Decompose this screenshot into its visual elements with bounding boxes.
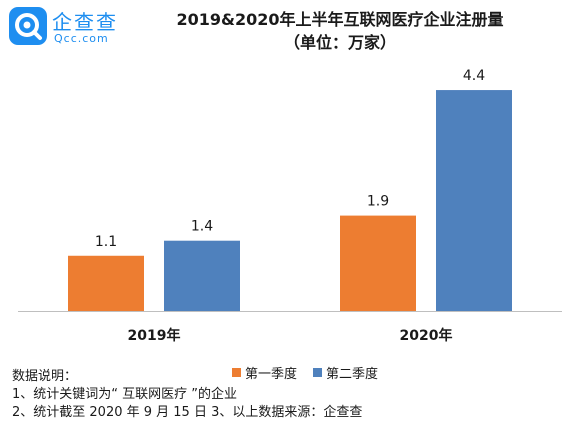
notes-heading: 数据说明：	[12, 369, 78, 384]
legend-label-q1: 第一季度	[245, 367, 298, 382]
data-label-q2-0: 1.4	[191, 219, 213, 235]
chart-subtitle: （单位：万家）	[283, 33, 396, 52]
legend-item-q2: 第二季度	[313, 363, 378, 382]
legend-label-q2: 第二季度	[326, 367, 379, 382]
logo-text-cn: 企查查	[52, 10, 118, 34]
qcc-logo: 企查查 Qcc.com	[8, 6, 128, 48]
bar-q2-1	[436, 90, 512, 311]
legend-swatch-q2	[313, 368, 323, 377]
notes-line-1: 1、统计关键词为“ 互联网医疗 ”的企业	[12, 387, 238, 402]
x-tick-label-1: 2020年	[400, 327, 453, 344]
legend-swatch-q1	[232, 368, 241, 377]
notes-line-2: 2、统计截至 2020 年 9 月 15 日 3、以上数据来源：企查查	[12, 405, 363, 420]
data-label-q2-1: 4.4	[463, 68, 485, 84]
bar-q1-1	[340, 215, 416, 311]
chart-legend: 第一季度 第二季度	[232, 363, 378, 382]
bar-q2-0	[164, 240, 240, 311]
chart-title: 2019&2020年上半年互联网医疗企业注册量	[176, 10, 504, 29]
legend-item-q1: 第一季度	[232, 363, 297, 382]
data-notes: 数据说明： 1、统计关键词为“ 互联网医疗 ”的企业 2、统计截至 2020 年…	[12, 368, 362, 422]
qcc-logo-icon	[9, 7, 47, 45]
data-label-q1-1: 1.9	[367, 194, 389, 210]
data-label-q1-0: 1.1	[95, 234, 117, 250]
x-tick-label-0: 2019年	[128, 327, 181, 344]
logo-text-en: Qcc.com	[54, 32, 109, 45]
bar-q1-0	[68, 255, 144, 311]
